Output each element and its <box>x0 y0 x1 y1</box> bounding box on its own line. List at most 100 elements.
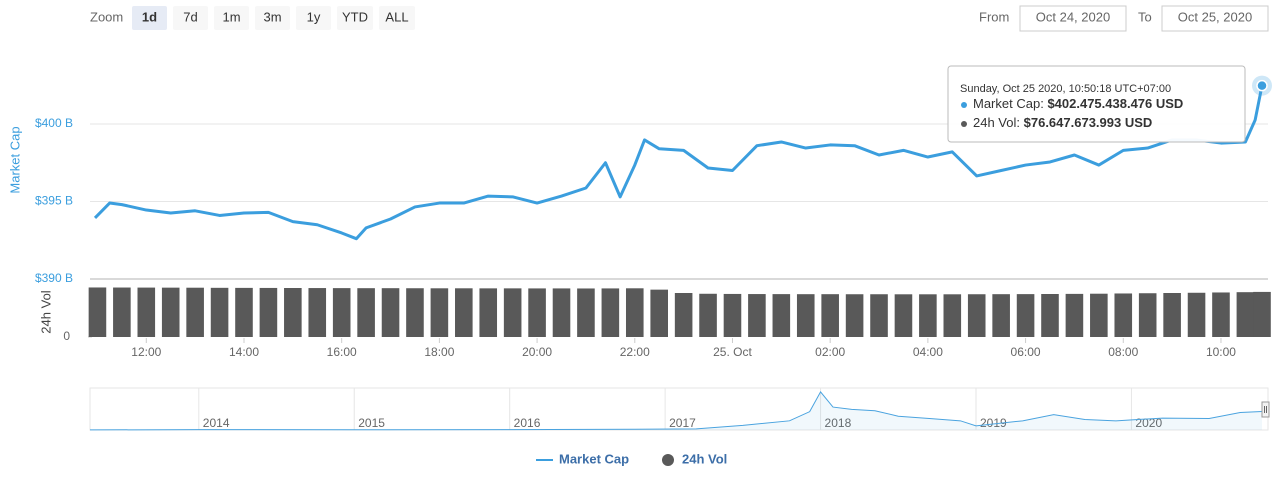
bar <box>528 288 546 337</box>
from-label: From <box>979 9 1009 24</box>
bar <box>503 288 522 337</box>
bar <box>284 288 302 337</box>
tooltip-header: Sunday, Oct 25 2020, 10:50:18 UTC+07:00 <box>960 83 1171 95</box>
tooltip-label: Market Cap: <box>973 96 1044 111</box>
x-tick-label: 22:00 <box>620 345 650 359</box>
bar <box>1236 292 1255 337</box>
tooltip-row: Market Cap: $402.475.438.476 USD <box>973 96 1183 111</box>
line-series <box>93 85 1264 241</box>
y-tick-label: $395 B <box>35 194 73 208</box>
bar <box>1041 294 1059 337</box>
bar <box>259 287 278 337</box>
bar <box>699 293 717 337</box>
area-line <box>89 391 1263 431</box>
x-tick-label: 25. Oct <box>713 345 752 359</box>
zoom-button[interactable] <box>132 6 167 30</box>
x-tick-label: 18:00 <box>424 345 454 359</box>
x-tick-label: 2017 <box>669 416 696 430</box>
bar <box>894 294 913 337</box>
from-input[interactable] <box>1019 5 1127 32</box>
bar <box>1138 293 1157 337</box>
y-tick-label: $390 B <box>35 271 73 285</box>
y-tick-label: $400 B <box>35 116 73 130</box>
zoom-button[interactable] <box>173 6 208 30</box>
bar <box>308 288 327 337</box>
x-tick-label: 10:00 <box>1206 345 1236 359</box>
hover-marker <box>1256 79 1268 92</box>
zoom-button-label[interactable]: ALL <box>385 9 408 24</box>
bar <box>381 288 400 337</box>
zoom-button-label[interactable]: 3m <box>263 9 281 24</box>
bar <box>967 294 986 337</box>
to-value[interactable]: Oct 25, 2020 <box>1178 9 1252 24</box>
from-value[interactable]: Oct 24, 2020 <box>1036 9 1110 24</box>
bar <box>455 288 473 337</box>
zoom-button-label[interactable]: 1m <box>222 9 240 24</box>
bar <box>210 287 229 337</box>
zoom-button-label[interactable]: 1d <box>142 9 157 24</box>
bar <box>161 287 180 337</box>
bar <box>821 294 839 337</box>
y-tick-label: 0 <box>63 329 70 343</box>
x-tick-label: 08:00 <box>1108 345 1138 359</box>
bar <box>943 294 962 337</box>
navigator-handle[interactable] <box>1261 401 1270 418</box>
area-fill <box>90 391 1262 430</box>
bar <box>992 294 1010 337</box>
zoom-button[interactable] <box>296 6 331 30</box>
zoom-button[interactable] <box>255 6 290 30</box>
tooltip-bullet <box>961 102 967 108</box>
zoom-button-label[interactable]: 7d <box>183 9 197 24</box>
x-tick-label: 04:00 <box>913 345 943 359</box>
legend-symbol <box>662 454 674 466</box>
tooltip-box <box>947 65 1246 143</box>
bar <box>748 294 766 337</box>
tooltip-label: 24h Vol: <box>973 115 1020 130</box>
zoom-button-label[interactable]: YTD <box>342 9 368 24</box>
x-tick-label: 2016 <box>514 416 541 430</box>
bar <box>601 288 620 337</box>
zoom-button-label[interactable]: 1y <box>307 9 321 24</box>
bar <box>1090 293 1108 337</box>
bar <box>674 293 693 337</box>
x-tick-label: 2015 <box>358 416 385 430</box>
bar <box>845 294 864 337</box>
zoom-button[interactable] <box>214 6 249 30</box>
tooltip-row: 24h Vol: $76.647.673.993 USD <box>973 115 1152 130</box>
bar <box>113 287 131 337</box>
zoom-button[interactable] <box>379 6 415 30</box>
bar <box>1212 292 1230 337</box>
bar <box>186 287 204 337</box>
bar <box>796 294 815 337</box>
bar <box>1114 293 1133 337</box>
bar <box>870 294 888 337</box>
bar <box>1187 292 1206 337</box>
bar <box>235 287 253 337</box>
bar <box>357 288 375 337</box>
bar <box>88 287 107 337</box>
bar <box>650 289 668 337</box>
bar <box>1163 293 1181 337</box>
bar <box>772 294 791 337</box>
bar <box>1253 291 1271 337</box>
zoom-label: Zoom <box>90 9 123 24</box>
tooltip: Sunday, Oct 25 2020, 10:50:18 UTC+07:00M… <box>947 65 1246 143</box>
legend-label[interactable]: 24h Vol <box>682 451 727 466</box>
x-tick-label: 02:00 <box>815 345 845 359</box>
to-input[interactable] <box>1161 5 1269 32</box>
bar <box>919 294 937 337</box>
bar <box>1065 293 1084 337</box>
bar <box>577 288 595 337</box>
legend-label[interactable]: Market Cap <box>559 451 629 466</box>
x-tick-label: 14:00 <box>229 345 259 359</box>
bar <box>723 293 742 337</box>
tooltip-value: $76.647.673.993 USD <box>1024 115 1153 130</box>
tooltip-value: $402.475.438.476 USD <box>1047 96 1183 111</box>
bar <box>1016 294 1035 337</box>
zoom-button[interactable] <box>337 6 373 30</box>
y-axis-title: 24h Vol <box>38 290 53 333</box>
y-axis-title: Market Cap <box>7 126 22 193</box>
bar <box>430 288 449 337</box>
